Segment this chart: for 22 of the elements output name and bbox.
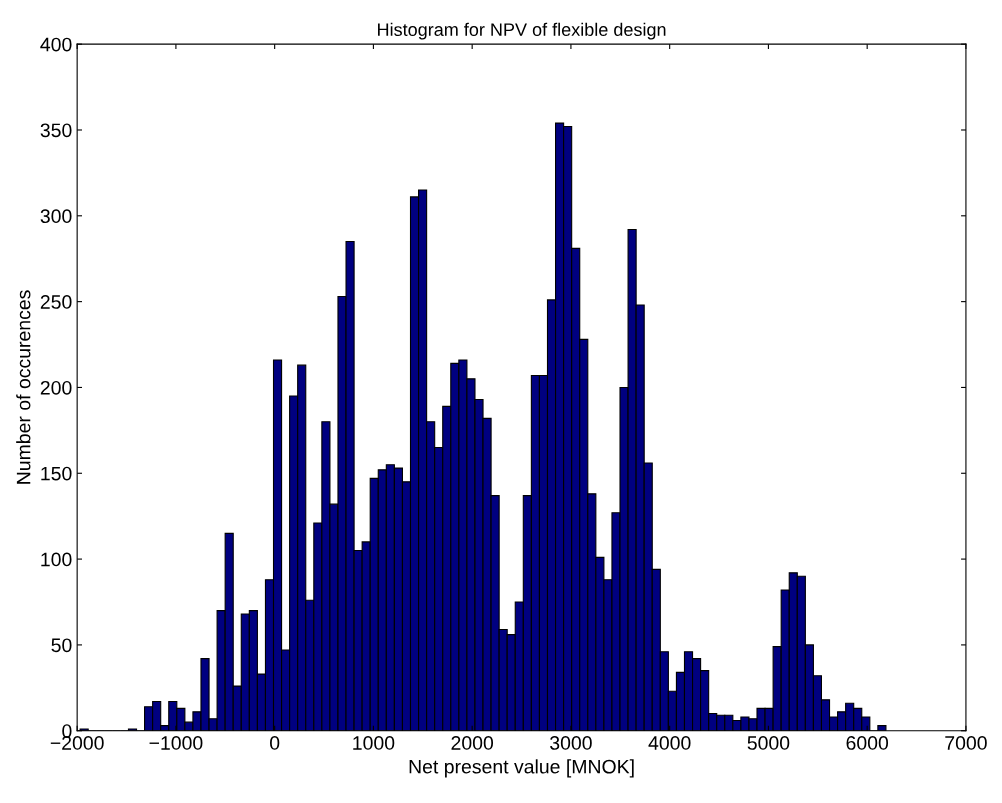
x-tick-label: 4000 xyxy=(648,736,691,750)
x-tick-label: 1000 xyxy=(353,736,395,750)
y-tick-label: 250 xyxy=(40,295,72,309)
y-tick-label: 150 xyxy=(41,466,72,481)
y-tick-label: 300 xyxy=(40,209,72,224)
x-tick-label: −2000 xyxy=(50,736,104,750)
x-tick-label: 6000 xyxy=(846,736,889,750)
y-tick-label: 400 xyxy=(40,37,72,52)
y-tick-label: 200 xyxy=(40,380,72,395)
chart-title: Histogram for NPV of flexible design xyxy=(378,22,666,40)
x-tick-label: 7000 xyxy=(945,736,987,750)
x-tick-label: 5000 xyxy=(747,736,790,750)
y-axis-title: Number of occurences xyxy=(16,290,31,484)
y-tick-label: 100 xyxy=(41,552,72,567)
x-axis-title: Net present value [MNOK] xyxy=(409,759,634,778)
x-tick-label: 0 xyxy=(270,736,280,750)
y-tick-label: 0 xyxy=(62,724,72,738)
x-tick-label: 3000 xyxy=(550,736,592,750)
y-tick-label: 50 xyxy=(51,638,72,653)
x-tick-label: −1000 xyxy=(149,736,203,750)
x-tick-label: 2000 xyxy=(451,736,494,750)
y-tick-label: 350 xyxy=(40,123,72,138)
